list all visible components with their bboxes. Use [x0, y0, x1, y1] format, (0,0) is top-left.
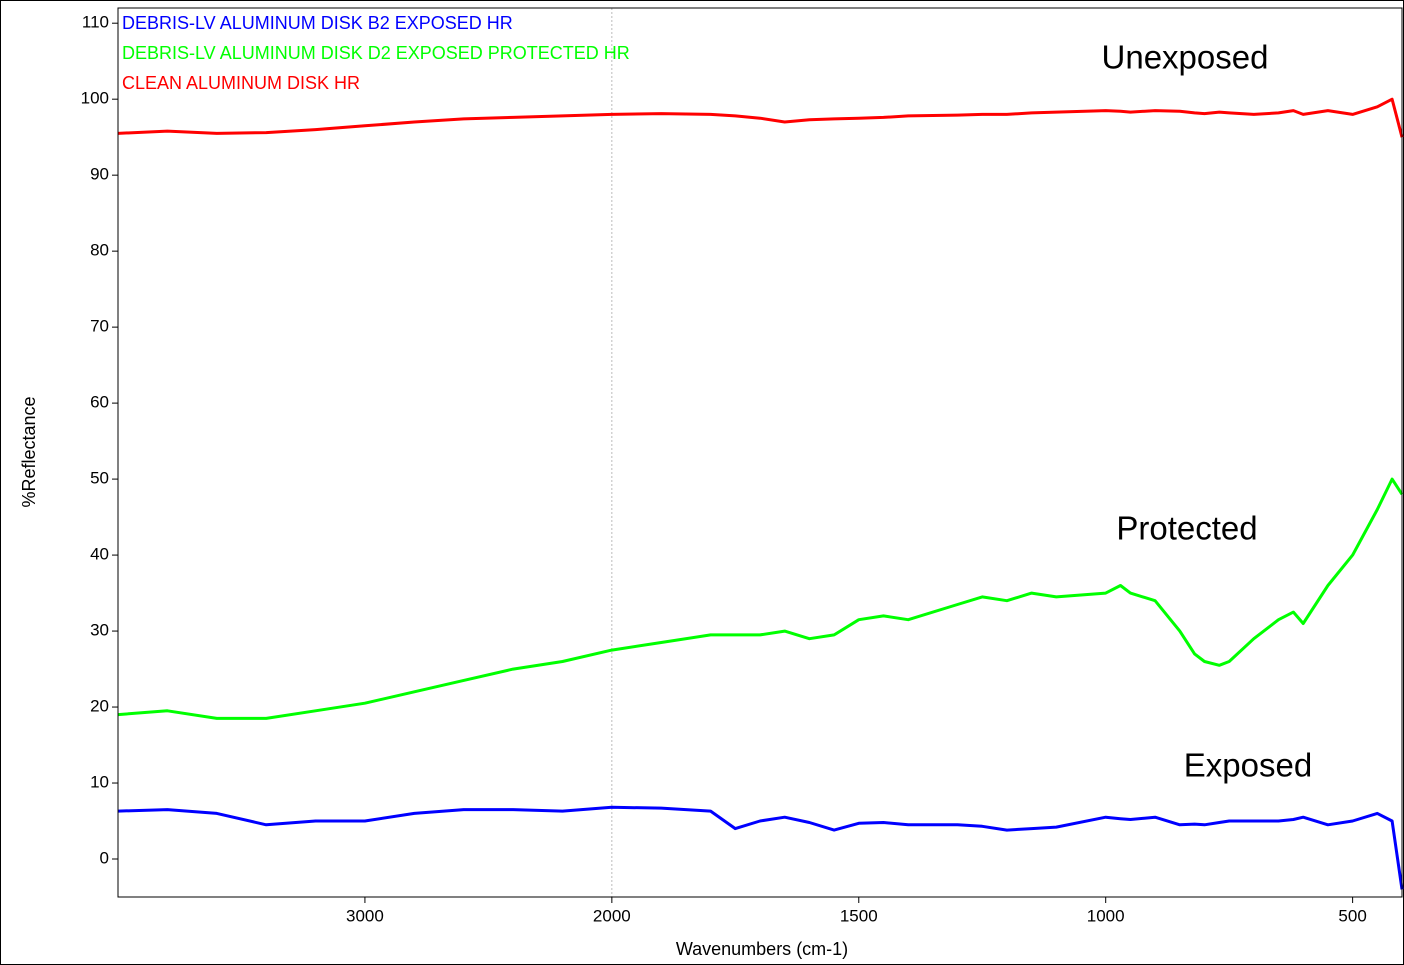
y-tick-label: 80: [90, 241, 109, 260]
annotation: Exposed: [1184, 747, 1312, 784]
x-tick-label: 3000: [346, 906, 384, 925]
plot-border: [117, 7, 1403, 898]
y-tick-label: 20: [90, 697, 109, 716]
series-line: [117, 97, 1404, 138]
x-tick-label: 2000: [593, 906, 631, 925]
annotation: Unexposed: [1102, 39, 1269, 76]
x-tick-label: 500: [1338, 906, 1366, 925]
y-tick-label: 40: [90, 545, 109, 564]
y-tick-label: 50: [90, 469, 109, 488]
x-tick-label: 1500: [840, 906, 878, 925]
y-tick-label: 10: [90, 773, 109, 792]
legend-entry: DEBRIS-LV ALUMINUM DISK B2 EXPOSED HR: [122, 13, 513, 33]
legend-entry: CLEAN ALUMINUM DISK HR: [122, 73, 360, 93]
y-tick-label: 30: [90, 621, 109, 640]
series-line: [117, 477, 1404, 720]
annotation: Protected: [1116, 510, 1257, 547]
x-axis-title: Wavenumbers (cm-1): [676, 939, 848, 959]
y-tick-label: 0: [100, 848, 109, 867]
y-tick-label: 110: [82, 13, 109, 32]
y-axis-title: %Reflectance: [19, 396, 39, 507]
series-line: [117, 805, 1404, 890]
y-tick-label: 60: [90, 393, 109, 412]
x-tick-label: 1000: [1087, 906, 1125, 925]
legend-entry: DEBRIS-LV ALUMINUM DISK D2 EXPOSED PROTE…: [122, 43, 630, 63]
y-tick-label: 70: [90, 317, 109, 336]
y-tick-label: 90: [90, 165, 109, 184]
y-tick-label: 100: [81, 89, 109, 108]
